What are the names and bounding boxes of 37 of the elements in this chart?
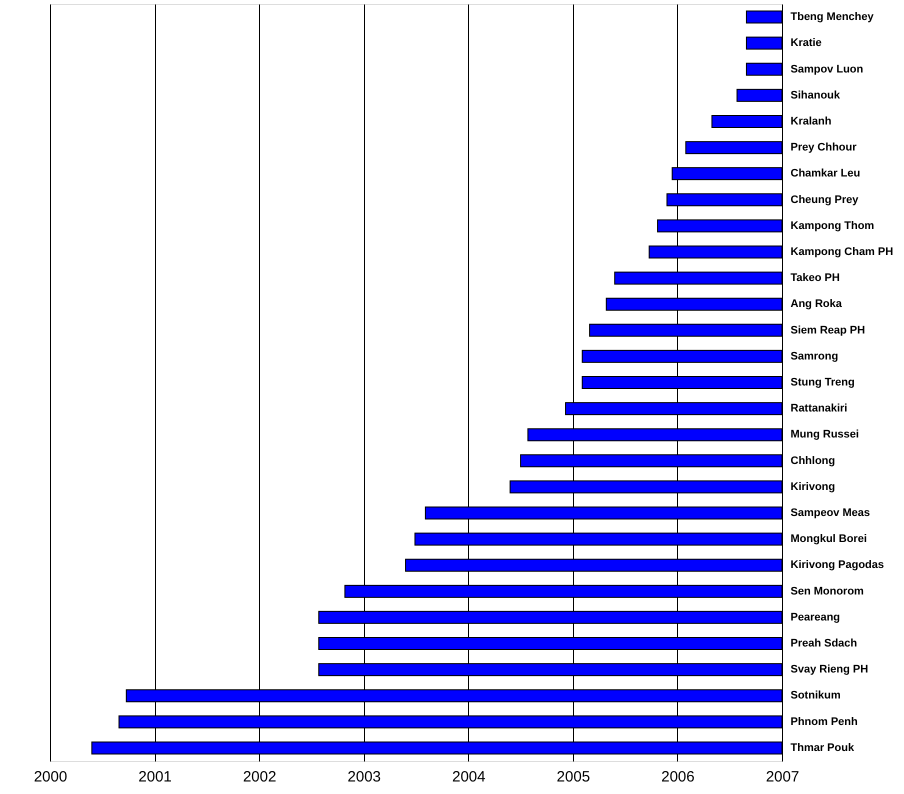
y-tick-label: Prey Chhour [790,142,858,154]
y-tick-label: Phnom Penh [790,716,858,728]
y-tick-label: Peareang [790,611,840,624]
y-tick-label: Sen Monorom [790,585,864,598]
y-tick-label: Sampov Luon [790,63,864,76]
x-tick-label: 2001 [138,768,172,786]
y-tick-label: Kampong Thom [790,220,874,232]
y-tick-label: Chamkar Leu [790,168,860,180]
y-tick-label: Takeo PH [790,272,840,284]
y-tick-label: Sampeov Meas [790,507,870,520]
x-tick-label: 2007 [766,768,800,786]
y-tick-label: Chhlong [790,454,836,467]
y-tick-label: Sihanouk [790,89,841,102]
x-tick-label: 2006 [661,768,695,786]
y-tick-label: Svay Rieng PH [790,664,868,676]
y-tick-label: Kampong Cham PH [790,246,894,258]
y-tick-label: Samrong [790,350,838,362]
x-tick-label: 2002 [242,768,276,786]
y-tick-label: Siem Reap PH [790,324,866,336]
y-tick-label: Cheung Prey [790,194,860,206]
y-tick-label: Kirivong [790,480,836,493]
y-tick-label: Mung Russei [790,428,859,441]
x-tick-label: 2000 [34,768,68,786]
y-tick-label: Thmar Pouk [790,742,855,754]
y-tick-label: Kirivong Pagodas [790,559,884,572]
y-tick-label: Rattanakiri [790,402,848,415]
x-tick-label: 2005 [556,768,590,786]
y-tick-label: Preah Sdach [790,638,858,650]
y-tick-label: Mongkul Borei [790,533,867,546]
y-tick-label: Ang Roka [790,298,843,310]
y-tick-label: Kralanh [790,115,832,128]
x-tick-label: 2004 [452,768,486,786]
y-tick-label: Kratie [790,37,822,50]
y-tick-label: Tbeng Menchey [790,11,875,24]
x-tick-label: 2003 [348,768,381,786]
y-tick-label: Stung Treng [790,376,855,388]
y-tick-label: Sotnikum [790,690,841,702]
